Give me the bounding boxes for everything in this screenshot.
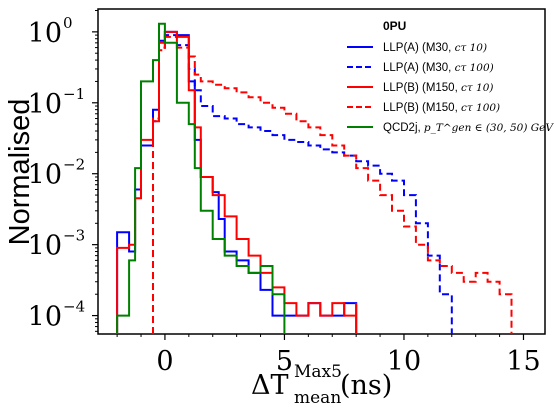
y-tick-exponent: 0 [63, 14, 73, 32]
y-tick-exponent: −3 [63, 227, 85, 245]
y-tick-exponent: −2 [63, 156, 85, 174]
y-tick-label: 10 [28, 18, 62, 49]
legend-title: 0PU [383, 19, 406, 33]
legend: 0PU LLP(A) (M30, cτ 10) LLP(A) (M30, cτ 1… [347, 19, 554, 134]
y-tick-label: 10 [28, 231, 62, 262]
x-axis-label-super: Max5 [294, 362, 342, 382]
legend-label: LLP(A) (M30, cτ 10) [383, 42, 487, 54]
legend-label: LLP(A) (M30, cτ 100) [383, 62, 494, 74]
series-line-5 [116, 22, 286, 334]
x-axis-label-unit: (ns) [340, 370, 392, 401]
y-axis-label: Normalised [4, 99, 36, 246]
x-axis-label: ΔT Max5 mean (ns) [251, 362, 392, 408]
x-axis-label-main: ΔT [251, 370, 289, 401]
plot-frame [97, 8, 546, 335]
y-tick-label: 10 [28, 160, 62, 191]
x-axis-label-sub: mean [294, 388, 341, 408]
x-tick-label: 5 [276, 346, 293, 377]
x-ticks: 0 5 10 15 [116, 334, 541, 377]
x-tick-label: 15 [506, 346, 540, 377]
x-tick-label: 0 [156, 346, 173, 377]
y-tick-label: 10 [28, 302, 62, 333]
series-line-2 [152, 34, 453, 334]
series-layer [116, 22, 513, 334]
legend-label: LLP(B) (M150, cτ 10) [383, 82, 493, 94]
y-tick-exponent: −4 [63, 298, 85, 316]
y-tick-label: 10 [28, 89, 62, 120]
y-tick-exponent: −1 [63, 85, 85, 103]
series-line-4 [152, 35, 513, 334]
legend-label: LLP(B) (M150, cτ 100) [383, 102, 500, 114]
series-line-3 [116, 30, 358, 334]
x-tick-label: 10 [387, 346, 421, 377]
legend-label: QCD2j, p_T^gen ∈ (30, 50) GeV [383, 122, 554, 134]
